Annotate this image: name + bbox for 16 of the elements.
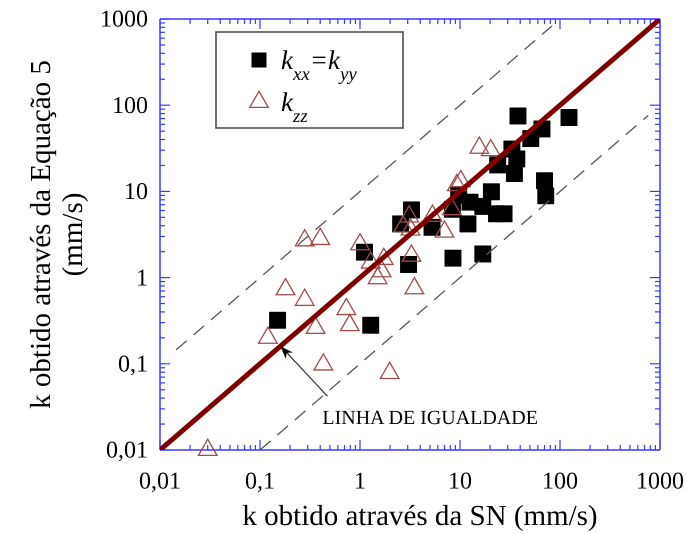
x-tick-label: 10	[448, 468, 472, 494]
x-axis-title: k obtido através da SN (mm/s)	[242, 500, 598, 532]
y-tick-label: 0,1	[118, 351, 148, 378]
y-axis-title: k obtido através da Equação 5 (mm/s)	[25, 60, 89, 409]
legend-label: k$_{zz}$	[281, 87, 308, 126]
x-tick-label: 100	[542, 468, 578, 494]
x-tick-label: 0,1	[245, 468, 275, 494]
annotation: LINHA DE IGUALDADE	[322, 407, 538, 430]
y-tick-label: 10	[124, 179, 148, 206]
y-tick-label: 0,01	[106, 438, 148, 464]
legend-label: k$_{xx}$=k$_{yy}$	[281, 45, 358, 84]
y-tick-label: 1000	[100, 6, 148, 33]
y-tick-label: 100	[112, 92, 148, 119]
x-tick-label: 1	[354, 468, 366, 494]
y-tick-label: 1	[136, 265, 148, 292]
x-tick-label: 1000	[636, 468, 684, 494]
